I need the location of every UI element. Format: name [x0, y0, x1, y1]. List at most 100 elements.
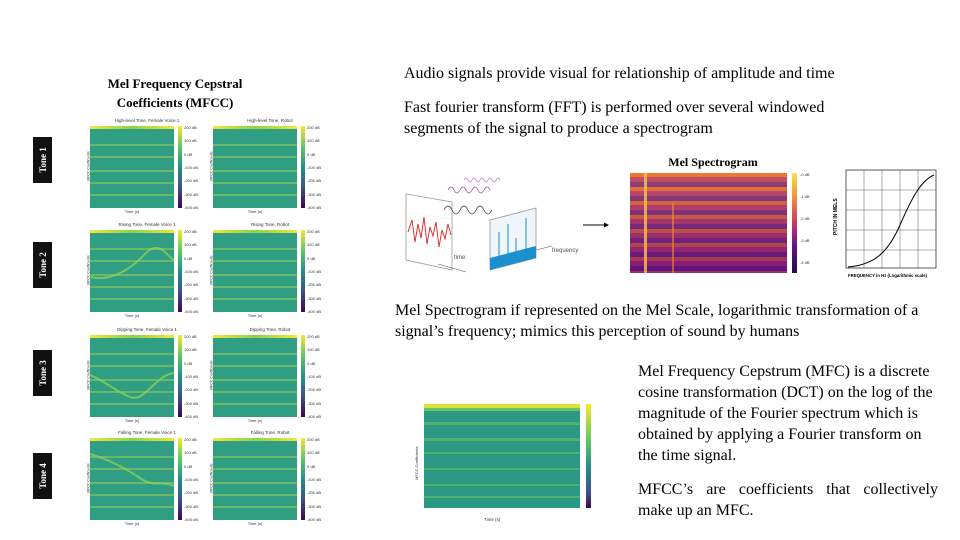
mfcc-panel: Rising Tone, Robot 200 dB 100 dB 0 dB -100 d… — [205, 222, 335, 322]
tone-label-1: Tone 1 — [33, 137, 52, 183]
mfcc-panel-xlabel: Time (s) — [124, 209, 140, 214]
mfcc-panel-colorbar-tick: 0 dB — [307, 151, 316, 157]
mfcc-panel-colorbar-tick: -100 dB — [307, 373, 322, 379]
mfcc-panel-colorbar-tick: -300 dB — [307, 400, 322, 406]
mfcc-panel-colorbar — [301, 335, 305, 417]
mel-cbar-tick: -4 dB — [800, 260, 810, 265]
mfcc-panel-colorbar-tick: -400 dB — [307, 308, 322, 314]
mfcc-panel-colorbar-tick: 200 dB — [307, 229, 320, 234]
mfcc-panel-xlabel: Time (s) — [124, 313, 140, 318]
mfcc-panel-colorbar-tick: -100 dB — [184, 476, 199, 482]
mfcc-panel-title: Falling Tone, Female Voice 1 — [118, 430, 176, 435]
mfcc-panel-xlabel: Time (s) — [247, 418, 263, 423]
mfcc-main-ylabel: MFCC Coefficients — [414, 447, 419, 481]
mfcc-panel-plot — [90, 126, 174, 208]
mfcc-title-line2: Coefficients (MFCC) — [116, 95, 234, 110]
mfcc-panel-colorbar — [178, 230, 182, 312]
mfcc-panel-plot — [213, 126, 297, 208]
mfcc-title-line1: Mel Frequency Cepstral — [107, 76, 243, 91]
mfcc-panel-plot — [213, 335, 297, 417]
mfcc-panel-colorbar — [178, 126, 182, 208]
mfcc-panel-colorbar-tick: -200 dB — [307, 387, 322, 393]
mfcc-panel-colorbar-tick: -200 dB — [184, 178, 199, 184]
mfcc-panel-colorbar-tick: 100 dB — [184, 242, 197, 248]
mfcc-panel-colorbar-tick: 200 dB — [184, 437, 197, 442]
mfcc-panel-colorbar-tick: -200 dB — [184, 282, 199, 288]
mel-cbar-tick: -3 dB — [800, 238, 810, 243]
mel-scale-xlabel: FREQUENCY in Hz (Logarithmic scale) — [848, 273, 928, 278]
mfcc-main-plot: Time (s) MFCC Coefficients — [414, 404, 591, 522]
mfcc-panel-title: High-level Tone, Robot — [247, 118, 293, 123]
tone-label-3: Tone 3 — [33, 350, 52, 396]
mfcc-panel-colorbar — [178, 438, 182, 520]
mfcc-panel: Rising Tone, Female Voice 1 200 dB 100 dB 0… — [82, 222, 212, 322]
mfcc-panel-ylabel: MFCC Coefficients — [209, 255, 214, 285]
mfcc-panel-colorbar-tick: 200 dB — [184, 334, 197, 339]
mfcc-panel-ylabel: MFCC Coefficients — [86, 360, 91, 390]
fft-illustration: frequency time — [405, 177, 578, 273]
mfcc-panel: High-level Tone, Robot 200 dB 100 dB 0 dB -1… — [205, 118, 335, 218]
mfcc-panel-colorbar-tick: -100 dB — [184, 373, 199, 379]
mfcc-panel-colorbar-tick: -400 dB — [184, 516, 199, 522]
mfcc-title: Mel Frequency Cepstral Coefficients (MFC… — [92, 74, 258, 112]
mfcc-panel-colorbar-tick: -300 dB — [307, 191, 322, 197]
mfcc-panel-colorbar-tick: 100 dB — [307, 242, 320, 248]
mfcc-panel-plot — [90, 335, 174, 417]
mfcc-panel: Falling Tone, Female Voice 1 200 dB 100 dB… — [82, 430, 212, 530]
mel-scale-text: Mel Spectrogram if represented on the Me… — [395, 302, 919, 340]
mfcc-panel-colorbar-tick: 0 dB — [307, 360, 316, 366]
mfcc-panel-colorbar-tick: 0 dB — [307, 255, 316, 261]
mfcc-panel-colorbar-tick: -400 dB — [184, 204, 199, 210]
mfcc-panel-plot — [90, 230, 174, 312]
mfcc-panel-ylabel: MFCC Coefficients — [86, 255, 91, 285]
mfcc-panel-colorbar-tick: -400 dB — [307, 204, 322, 210]
mfcc-panel-title: Dipping Tone, Female Voice 1 — [117, 327, 177, 332]
mel-cbar-tick: -0 dB — [800, 172, 810, 177]
mel-cbar-tick: -1 dB — [800, 194, 810, 199]
mfcc-panel-title: Rising Tone, Robot — [251, 222, 289, 227]
mel-spectrogram-plot — [630, 173, 787, 273]
mfcc-panel-colorbar-tick: 200 dB — [184, 125, 197, 130]
mfcc-panel-title: Rising Tone, Female Voice 1 — [118, 222, 176, 227]
mfcc-panel-ylabel: MFCC Coefficients — [86, 463, 91, 493]
mfcc-panel-colorbar-tick: -100 dB — [307, 164, 322, 170]
mel-cbar-tick: -2 dB — [800, 216, 810, 221]
mfcc-panel-colorbar-tick: -300 dB — [184, 191, 199, 197]
mfcc-coefficients-text: MFCC’s are coefficients that collectivel… — [638, 481, 938, 519]
mfcc-panel-colorbar-tick: 200 dB — [307, 125, 320, 130]
mfcc-panel-colorbar-tick: -100 dB — [307, 476, 322, 482]
mfcc-panel-colorbar-tick: 0 dB — [184, 360, 193, 366]
mfcc-panel-colorbar-tick: -400 dB — [184, 308, 199, 314]
mfcc-panel-colorbar-tick: 0 dB — [307, 463, 316, 469]
mfcc-panel: Falling Tone, Robot 200 dB 100 dB 0 dB -100 … — [205, 430, 335, 530]
mfcc-panel-colorbar-tick: -400 dB — [307, 516, 322, 522]
mfcc-panel-colorbar — [301, 230, 305, 312]
mfcc-panel-colorbar-tick: -100 dB — [184, 164, 199, 170]
mfcc-panel-colorbar-tick: 100 dB — [184, 347, 197, 353]
mfcc-panel-colorbar-tick: 100 dB — [184, 450, 197, 456]
mfcc-panel-colorbar-tick: 0 dB — [184, 151, 193, 157]
mfcc-panel-plot — [213, 230, 297, 312]
mfcc-panel-ylabel: MFCC Coefficients — [209, 151, 214, 181]
mfcc-panel-colorbar-tick: -300 dB — [184, 400, 199, 406]
mfcc-panel-colorbar-tick: -300 dB — [307, 295, 322, 301]
mfcc-panel-xlabel: Time (s) — [247, 209, 263, 214]
mel-scale-graph: PITCH IN MELS FREQUENCY in Hz (Logarithm… — [833, 169, 937, 278]
audio-signal-text: Audio signals provide visual for relatio… — [404, 65, 835, 82]
mfcc-panel-xlabel: Time (s) — [124, 418, 140, 423]
mfcc-panel: High-level Tone, Female Voice 1 200 dB 100… — [82, 118, 212, 218]
mfcc-panel-colorbar-tick: -200 dB — [184, 387, 199, 393]
fft-text: Fast fourier transform (FFT) is performe… — [404, 99, 825, 137]
tone-label-4: Tone 4 — [33, 453, 52, 499]
mfcc-panel-colorbar-tick: 0 dB — [184, 463, 193, 469]
mel-colorbar — [792, 173, 797, 273]
mfcc-panel: Dipping Tone, Robot 200 dB 100 dB 0 dB -100 … — [205, 327, 335, 427]
mfcc-panel-colorbar-tick: 200 dB — [184, 229, 197, 234]
mfcc-panel-plot — [213, 438, 297, 520]
mfcc-panel-xlabel: Time (s) — [247, 521, 263, 526]
mfcc-panel-colorbar-tick: -200 dB — [307, 282, 322, 288]
mfcc-panel-colorbar-tick: 0 dB — [184, 255, 193, 261]
mfcc-panel-colorbar-tick: -200 dB — [307, 178, 322, 184]
mfc-definition-text: Mel Frequency Cepstrum (MFC) is a discre… — [638, 363, 933, 464]
mfcc-panel-colorbar-tick: -200 dB — [307, 490, 322, 496]
